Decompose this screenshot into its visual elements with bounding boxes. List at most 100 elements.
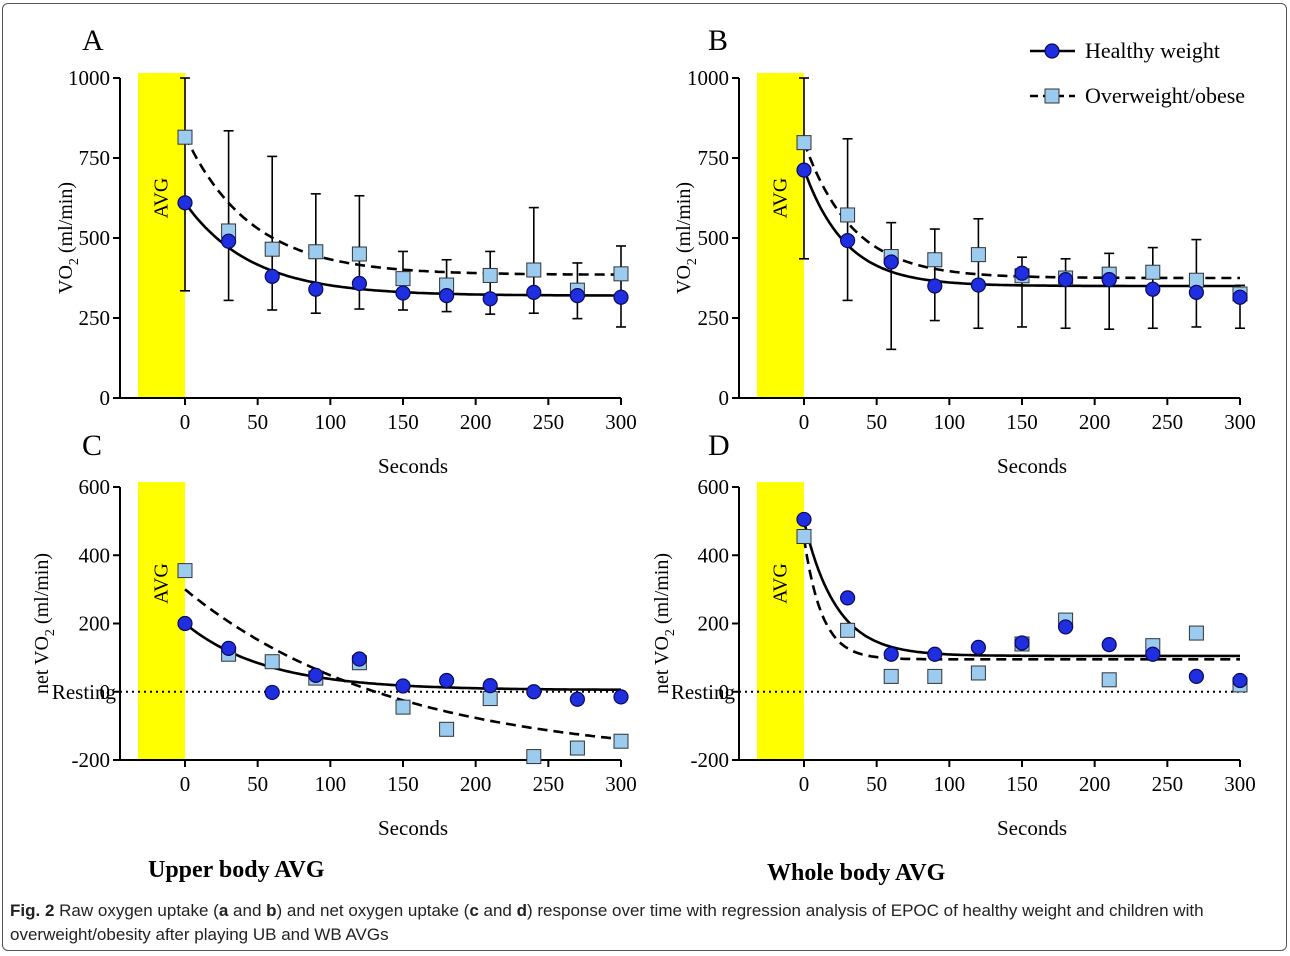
legend: Healthy weight Overweight/obese bbox=[1030, 38, 1245, 108]
x-tick-label-c: 200 bbox=[460, 772, 492, 796]
point-healthy-a bbox=[526, 284, 542, 300]
point-healthy-a bbox=[395, 285, 411, 301]
x-axis-title-d: Seconds bbox=[997, 816, 1067, 840]
point-over-b bbox=[927, 252, 943, 268]
point-healthy-c bbox=[308, 667, 324, 683]
y-axis-title-a: VO2 (ml/min) bbox=[55, 182, 82, 294]
legend-marker-over bbox=[1044, 88, 1060, 104]
panel-c: C AVG -200 0 200 400 600 0 50 100 150 200 250 300 Seco… bbox=[31, 429, 637, 840]
point-over-b bbox=[840, 207, 856, 223]
y-tick-label-b: 750 bbox=[698, 146, 730, 170]
point-over-a bbox=[613, 266, 629, 282]
point-healthy-c bbox=[482, 678, 498, 694]
x-tick-label-a: 0 bbox=[180, 410, 191, 434]
point-healthy-a bbox=[439, 288, 455, 304]
y-tick-label-d: 200 bbox=[698, 612, 730, 636]
point-healthy-b bbox=[927, 278, 943, 294]
x-tick-label-a: 150 bbox=[387, 410, 419, 434]
x-tick-label-a: 250 bbox=[533, 410, 565, 434]
point-healthy-a bbox=[221, 233, 237, 249]
legend-label-healthy: Healthy weight bbox=[1085, 38, 1220, 63]
x-tick-label-a: 200 bbox=[460, 410, 492, 434]
point-healthy-b bbox=[839, 232, 856, 249]
point-over-a bbox=[526, 262, 542, 278]
x-tick-label-b: 0 bbox=[799, 410, 810, 434]
point-over-a bbox=[482, 267, 498, 283]
avg-band-b bbox=[757, 73, 804, 398]
avg-band-label-c: AVG bbox=[151, 563, 173, 604]
x-tick-label-d: 150 bbox=[1006, 772, 1038, 796]
x-tick-label-c: 150 bbox=[387, 772, 419, 796]
point-over-b bbox=[1145, 264, 1161, 280]
x-axis-title-b: Seconds bbox=[997, 454, 1067, 478]
point-healthy-c bbox=[569, 691, 586, 707]
point-healthy-b bbox=[970, 277, 987, 293]
x-tick-label-c: 250 bbox=[533, 772, 565, 796]
point-healthy-d bbox=[1145, 646, 1161, 662]
point-over-d bbox=[970, 665, 986, 681]
resting-label-c: Resting bbox=[52, 680, 117, 704]
y-tick-label-d: 0 bbox=[719, 680, 730, 704]
point-healthy-c bbox=[177, 615, 193, 632]
point-healthy-a bbox=[177, 195, 193, 211]
x-tick-label-a: 300 bbox=[605, 410, 637, 434]
point-over-d bbox=[1188, 625, 1204, 641]
point-healthy-a bbox=[569, 288, 586, 304]
y-tick-label-b: 500 bbox=[698, 226, 730, 250]
x-tick-label-d: 200 bbox=[1079, 772, 1111, 796]
x-tick-label-d: 100 bbox=[934, 772, 966, 796]
x-tick-label-a: 50 bbox=[247, 410, 268, 434]
y-tick-label-a: 1000 bbox=[68, 66, 110, 90]
point-healthy-b bbox=[1101, 272, 1117, 288]
panel-label-c: C bbox=[82, 429, 102, 462]
x-tick-label-c: 50 bbox=[247, 772, 268, 796]
x-tick-label-d: 300 bbox=[1224, 772, 1256, 796]
y-tick-label-b: 0 bbox=[719, 386, 730, 410]
point-healthy-d bbox=[1057, 619, 1074, 635]
point-over-c bbox=[395, 699, 411, 715]
x-tick-label-d: 50 bbox=[866, 772, 887, 796]
point-healthy-c bbox=[395, 678, 411, 694]
fit-curve-over-c bbox=[184, 588, 622, 741]
x-axis-title-a: Seconds bbox=[378, 454, 448, 478]
point-healthy-a bbox=[351, 275, 367, 292]
caption-text-2: and bbox=[228, 901, 267, 920]
x-axis-title-c: Seconds bbox=[378, 816, 448, 840]
x-tick-label-a: 100 bbox=[315, 410, 347, 434]
point-healthy-b bbox=[1057, 272, 1074, 288]
point-healthy-b bbox=[796, 162, 812, 178]
caption-text-1: Raw oxygen uptake ( bbox=[59, 901, 219, 920]
point-healthy-a bbox=[308, 281, 324, 297]
avg-band-c bbox=[138, 482, 185, 760]
x-tick-label-c: 0 bbox=[180, 772, 191, 796]
point-healthy-a bbox=[482, 291, 498, 307]
point-healthy-b bbox=[1188, 284, 1205, 300]
y-tick-label-c: 600 bbox=[79, 475, 111, 499]
point-over-d bbox=[796, 528, 812, 544]
point-over-b bbox=[970, 247, 986, 263]
y-tick-label-d: 600 bbox=[698, 475, 730, 499]
point-over-d bbox=[883, 668, 899, 684]
caption-ref-b: b bbox=[266, 901, 277, 920]
point-healthy-c bbox=[526, 684, 542, 700]
point-healthy-d bbox=[839, 590, 856, 606]
subtitle-whole-body: Whole body AVG bbox=[767, 860, 946, 886]
y-tick-label-c: 200 bbox=[79, 612, 111, 636]
y-axis-title-b: VO2 (ml/min) bbox=[673, 182, 700, 294]
caption-ref-d: d bbox=[516, 901, 527, 920]
x-tick-label-b: 300 bbox=[1224, 410, 1256, 434]
point-healthy-d bbox=[796, 511, 812, 528]
point-healthy-c bbox=[439, 672, 455, 689]
y-tick-label-b: 250 bbox=[698, 306, 730, 330]
y-tick-label-c: 400 bbox=[79, 543, 111, 567]
panel-b: B AVG 0 250 500 750 1000 0 50 100 150 200 250 300 Seco… bbox=[673, 24, 1256, 478]
point-over-a bbox=[308, 244, 324, 260]
point-over-c bbox=[439, 721, 455, 737]
point-healthy-c bbox=[264, 684, 280, 701]
point-over-c bbox=[264, 654, 280, 670]
legend-label-over: Overweight/obese bbox=[1085, 83, 1245, 108]
caption-ref-c: c bbox=[469, 901, 479, 920]
panel-label-b: B bbox=[708, 24, 728, 57]
panel-a: A AVG 0 250 500 750 1000 0 50 100 150 200 250 300 Seco… bbox=[55, 24, 637, 478]
